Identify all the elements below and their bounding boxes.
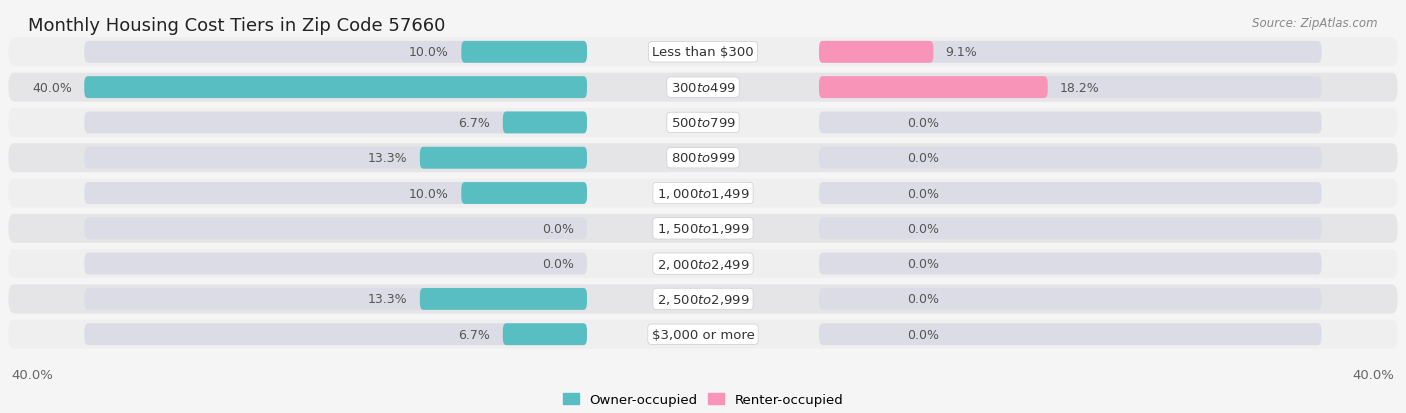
FancyBboxPatch shape bbox=[820, 77, 1322, 99]
FancyBboxPatch shape bbox=[820, 42, 934, 64]
Text: Monthly Housing Cost Tiers in Zip Code 57660: Monthly Housing Cost Tiers in Zip Code 5… bbox=[28, 17, 446, 34]
FancyBboxPatch shape bbox=[820, 183, 1322, 204]
Text: 0.0%: 0.0% bbox=[907, 116, 939, 130]
Text: $1,500 to $1,999: $1,500 to $1,999 bbox=[657, 222, 749, 236]
Text: $1,000 to $1,499: $1,000 to $1,499 bbox=[657, 187, 749, 201]
FancyBboxPatch shape bbox=[820, 112, 1322, 134]
FancyBboxPatch shape bbox=[820, 218, 1322, 240]
FancyBboxPatch shape bbox=[8, 74, 1398, 102]
Text: 40.0%: 40.0% bbox=[32, 81, 72, 95]
Text: 40.0%: 40.0% bbox=[11, 368, 53, 381]
Text: 6.7%: 6.7% bbox=[458, 328, 491, 341]
FancyBboxPatch shape bbox=[820, 288, 1322, 310]
Text: $800 to $999: $800 to $999 bbox=[671, 152, 735, 165]
FancyBboxPatch shape bbox=[84, 253, 586, 275]
FancyBboxPatch shape bbox=[8, 320, 1398, 349]
Text: 0.0%: 0.0% bbox=[907, 187, 939, 200]
FancyBboxPatch shape bbox=[8, 179, 1398, 208]
FancyBboxPatch shape bbox=[84, 147, 586, 169]
Text: 0.0%: 0.0% bbox=[907, 222, 939, 235]
FancyBboxPatch shape bbox=[820, 323, 1322, 345]
Text: 13.3%: 13.3% bbox=[368, 152, 408, 165]
FancyBboxPatch shape bbox=[8, 38, 1398, 67]
Text: 10.0%: 10.0% bbox=[409, 187, 449, 200]
Text: Less than $300: Less than $300 bbox=[652, 46, 754, 59]
Text: $2,000 to $2,499: $2,000 to $2,499 bbox=[657, 257, 749, 271]
FancyBboxPatch shape bbox=[820, 77, 1047, 99]
FancyBboxPatch shape bbox=[84, 183, 586, 204]
Text: 40.0%: 40.0% bbox=[1353, 368, 1395, 381]
Text: 9.1%: 9.1% bbox=[946, 46, 977, 59]
FancyBboxPatch shape bbox=[820, 253, 1322, 275]
FancyBboxPatch shape bbox=[503, 112, 586, 134]
FancyBboxPatch shape bbox=[84, 112, 586, 134]
Text: 18.2%: 18.2% bbox=[1060, 81, 1099, 95]
Text: $300 to $499: $300 to $499 bbox=[671, 81, 735, 95]
Text: Source: ZipAtlas.com: Source: ZipAtlas.com bbox=[1253, 17, 1378, 29]
FancyBboxPatch shape bbox=[461, 42, 586, 64]
FancyBboxPatch shape bbox=[8, 285, 1398, 313]
FancyBboxPatch shape bbox=[84, 218, 586, 240]
FancyBboxPatch shape bbox=[84, 77, 586, 99]
Text: 0.0%: 0.0% bbox=[907, 328, 939, 341]
FancyBboxPatch shape bbox=[820, 42, 1322, 64]
Text: $500 to $799: $500 to $799 bbox=[671, 116, 735, 130]
FancyBboxPatch shape bbox=[820, 147, 1322, 169]
FancyBboxPatch shape bbox=[8, 214, 1398, 243]
Text: $3,000 or more: $3,000 or more bbox=[651, 328, 755, 341]
FancyBboxPatch shape bbox=[503, 323, 586, 345]
FancyBboxPatch shape bbox=[8, 144, 1398, 173]
FancyBboxPatch shape bbox=[84, 42, 586, 64]
FancyBboxPatch shape bbox=[84, 323, 586, 345]
Text: 0.0%: 0.0% bbox=[543, 222, 575, 235]
FancyBboxPatch shape bbox=[420, 288, 586, 310]
Text: 10.0%: 10.0% bbox=[409, 46, 449, 59]
Text: 0.0%: 0.0% bbox=[907, 293, 939, 306]
FancyBboxPatch shape bbox=[84, 77, 586, 99]
Text: 0.0%: 0.0% bbox=[907, 257, 939, 271]
FancyBboxPatch shape bbox=[420, 147, 586, 169]
Text: 0.0%: 0.0% bbox=[543, 257, 575, 271]
Text: 0.0%: 0.0% bbox=[907, 152, 939, 165]
Legend: Owner-occupied, Renter-occupied: Owner-occupied, Renter-occupied bbox=[558, 387, 848, 411]
Text: 6.7%: 6.7% bbox=[458, 116, 491, 130]
Text: $2,500 to $2,999: $2,500 to $2,999 bbox=[657, 292, 749, 306]
FancyBboxPatch shape bbox=[461, 183, 586, 204]
FancyBboxPatch shape bbox=[8, 109, 1398, 138]
FancyBboxPatch shape bbox=[84, 288, 586, 310]
Text: 13.3%: 13.3% bbox=[368, 293, 408, 306]
FancyBboxPatch shape bbox=[8, 249, 1398, 278]
